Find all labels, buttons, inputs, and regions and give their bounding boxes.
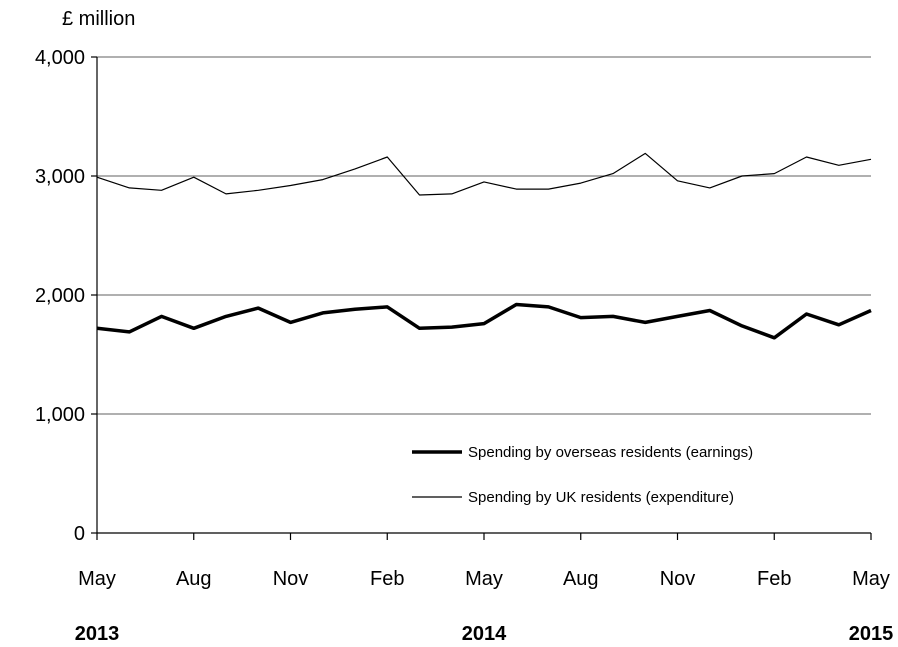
x-tick-label: Feb bbox=[757, 568, 791, 590]
y-tick-label: 4,000 bbox=[35, 47, 85, 69]
y-tick-label: 3,000 bbox=[35, 166, 85, 188]
x-year-label: 2015 bbox=[849, 623, 894, 645]
x-axis-ticks: May Aug Nov Feb May Aug Nov Feb May 2013 2014 2015 bbox=[75, 533, 894, 645]
series-line-uk bbox=[96, 152, 872, 196]
gridlines bbox=[97, 56, 871, 415]
y-axis-unit-label: £ million bbox=[62, 8, 135, 30]
x-tick-label: May bbox=[78, 568, 116, 590]
x-tick-label: Aug bbox=[176, 568, 212, 590]
x-tick-label: Nov bbox=[273, 568, 309, 590]
legend-label-overseas: Spending by overseas residents (earnings… bbox=[468, 444, 753, 461]
y-tick-label: 2,000 bbox=[35, 285, 85, 307]
x-tick-label: Feb bbox=[370, 568, 404, 590]
x-tick-label: Nov bbox=[660, 568, 696, 590]
legend-label-uk: Spending by UK residents (expenditure) bbox=[468, 489, 734, 506]
series-lines bbox=[96, 152, 872, 340]
x-tick-label: May bbox=[465, 568, 503, 590]
x-year-label: 2013 bbox=[75, 623, 120, 645]
x-tick-label: May bbox=[852, 568, 890, 590]
y-axis-ticks: 0 1,000 2,000 3,000 4,000 bbox=[35, 47, 97, 545]
legend: Spending by overseas residents (earnings… bbox=[412, 444, 753, 506]
x-year-label: 2014 bbox=[462, 623, 507, 645]
y-tick-label: 0 bbox=[74, 523, 85, 545]
y-tick-label: 1,000 bbox=[35, 404, 85, 426]
x-tick-label: Aug bbox=[563, 568, 599, 590]
series-line-overseas bbox=[96, 302, 872, 340]
